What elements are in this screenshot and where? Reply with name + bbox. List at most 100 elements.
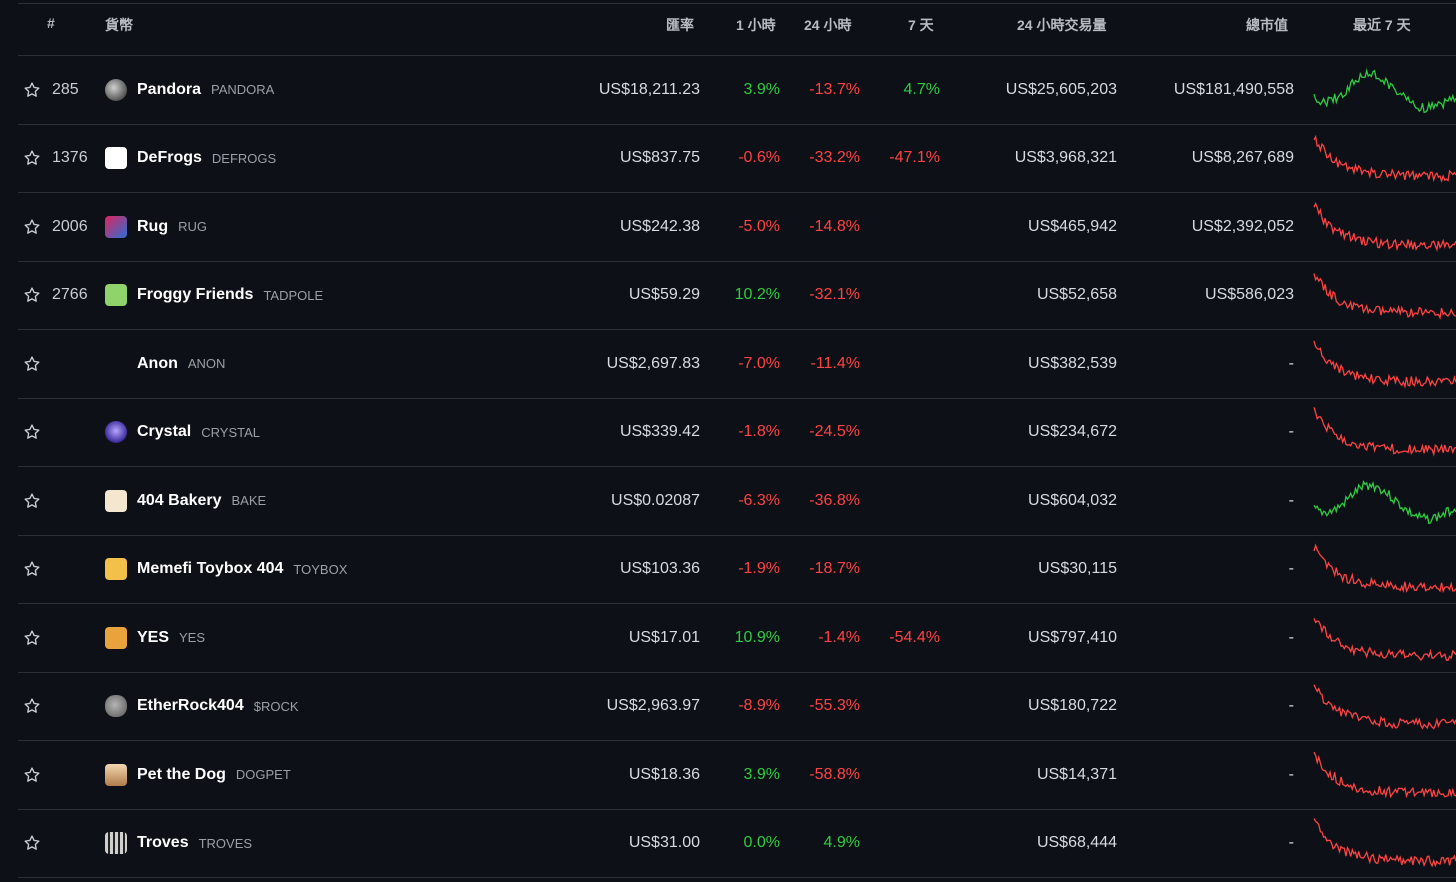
coin-name[interactable]: YES	[137, 628, 170, 646]
change-7d	[868, 536, 940, 604]
table-row[interactable]: Memefi Toybox 404 TOYBOX US$103.36 -1.9%…	[18, 536, 1456, 604]
coin-cell[interactable]: Rug RUG	[105, 193, 525, 261]
table-row[interactable]: Anon ANON US$2,697.83 -7.0% -11.4% US$38…	[18, 330, 1456, 399]
header-price[interactable]: 匯率	[666, 17, 694, 33]
coin-cell[interactable]: YES YES	[105, 604, 525, 672]
coin-name[interactable]: DeFrogs	[137, 149, 202, 167]
coin-table: # 貨幣 匯率 1 小時 24 小時 7 天 24 小時交易量 總市值 最近 7…	[18, 0, 1456, 878]
sparkline-chart	[1313, 617, 1456, 661]
coin-name[interactable]: Troves	[137, 834, 189, 852]
sparkline-chart	[1313, 273, 1456, 321]
table-row[interactable]: 285 Pandora PANDORA US$18,211.23 3.9% -1…	[18, 56, 1456, 125]
coin-symbol: TROVES	[198, 835, 253, 851]
change-24h: -14.8%	[809, 217, 860, 235]
sparkline-chart	[1313, 479, 1456, 524]
troves-logo-icon	[105, 832, 127, 855]
dog-logo-icon	[105, 763, 127, 786]
coin-cell[interactable]: Crystal CRYSTAL	[105, 399, 525, 467]
header-24h[interactable]: 24 小時	[804, 17, 852, 33]
coin-cell[interactable]: EtherRock404 $ROCK	[105, 673, 525, 741]
table-row[interactable]: 404 Bakery BAKE US$0.02087 -6.3% -36.8% …	[18, 467, 1456, 536]
table-row[interactable]: Pet the Dog DOGPET US$18.36 3.9% -58.8% …	[18, 741, 1456, 810]
coin-name[interactable]: Memefi Toybox 404	[137, 560, 284, 578]
coin-cell[interactable]: Anon ANON	[105, 330, 525, 398]
price: US$2,697.83	[606, 354, 700, 372]
price: US$59.29	[628, 286, 700, 304]
sparkline-7d	[1313, 741, 1456, 809]
favorite-star-icon[interactable]	[22, 193, 42, 261]
market-cap: US$181,490,558	[1173, 80, 1294, 98]
header-7d[interactable]: 7 天	[908, 17, 934, 33]
sparkline-chart	[1313, 201, 1456, 252]
coin-name[interactable]: Crystal	[137, 423, 192, 441]
favorite-star-icon[interactable]	[22, 399, 42, 467]
favorite-star-icon[interactable]	[22, 536, 42, 604]
header-coin[interactable]: 貨幣	[105, 17, 133, 33]
favorite-star-icon[interactable]	[22, 673, 42, 741]
change-1h: 10.2%	[734, 286, 780, 304]
change-24h: 4.9%	[823, 834, 860, 852]
rank: 2006	[52, 217, 88, 235]
sparkline-7d	[1313, 467, 1456, 535]
coin-name[interactable]: Anon	[137, 354, 178, 372]
favorite-star-icon[interactable]	[22, 330, 42, 398]
sparkline-chart	[1313, 684, 1456, 730]
volume-24h: US$180,722	[1028, 697, 1117, 715]
change-24h: -58.8%	[809, 765, 860, 783]
coin-name[interactable]: 404 Bakery	[137, 491, 222, 509]
favorite-star-icon[interactable]	[22, 810, 42, 878]
favorite-star-icon[interactable]	[22, 56, 42, 124]
coin-cell[interactable]: DeFrogs DEFROGS	[105, 125, 525, 193]
favorite-star-icon[interactable]	[22, 741, 42, 809]
coin-symbol: TADPOLE	[263, 287, 324, 303]
table-row[interactable]: Crystal CRYSTAL US$339.42 -1.8% -24.5% U…	[18, 399, 1456, 467]
market-cap: US$8,267,689	[1191, 149, 1294, 167]
market-cap: -	[1288, 491, 1294, 509]
coin-cell[interactable]: Pet the Dog DOGPET	[105, 741, 525, 809]
coin-cell[interactable]: Troves TROVES	[105, 810, 525, 878]
coin-name[interactable]: Froggy Friends	[137, 286, 254, 304]
sparkline-7d	[1313, 673, 1456, 741]
coin-cell[interactable]: Memefi Toybox 404 TOYBOX	[105, 536, 525, 604]
change-7d	[868, 262, 940, 330]
coin-cell[interactable]: Froggy Friends TADPOLE	[105, 262, 525, 330]
favorite-star-icon[interactable]	[22, 125, 42, 193]
coin-name[interactable]: EtherRock404	[137, 697, 244, 715]
rank	[52, 330, 102, 398]
favorite-star-icon[interactable]	[22, 604, 42, 672]
table-row[interactable]: 1376 DeFrogs DEFROGS US$837.75 -0.6% -33…	[18, 125, 1456, 193]
favorite-star-icon[interactable]	[22, 262, 42, 330]
rug-logo-icon	[105, 215, 127, 238]
header-mcap[interactable]: 總市值	[1246, 17, 1288, 33]
table-row[interactable]: YES YES US$17.01 10.9% -1.4% -54.4% US$7…	[18, 604, 1456, 673]
toybox-logo-icon	[105, 558, 127, 581]
price: US$837.75	[619, 149, 700, 167]
market-cap: -	[1288, 560, 1294, 578]
header-volume[interactable]: 24 小時交易量	[1017, 17, 1107, 33]
change-24h: -18.7%	[809, 560, 860, 578]
header-rank[interactable]: #	[47, 15, 55, 31]
favorite-star-icon[interactable]	[22, 467, 42, 535]
coin-name[interactable]: Pet the Dog	[137, 765, 226, 783]
market-cap: -	[1288, 354, 1294, 372]
market-cap: US$2,392,052	[1191, 217, 1294, 235]
change-7d	[868, 673, 940, 741]
header-1h[interactable]: 1 小時	[736, 17, 776, 33]
rank: 285	[52, 80, 79, 98]
change-7d	[868, 810, 940, 878]
change-1h: -1.9%	[738, 560, 780, 578]
coin-symbol: DEFROGS	[211, 150, 277, 166]
table-row[interactable]: Troves TROVES US$31.00 0.0% 4.9% US$68,4…	[18, 810, 1456, 878]
pandora-logo-icon	[105, 78, 127, 101]
sparkline-chart	[1313, 818, 1456, 868]
market-cap: -	[1288, 765, 1294, 783]
table-row[interactable]: 2006 Rug RUG US$242.38 -5.0% -14.8% US$4…	[18, 193, 1456, 262]
price: US$17.01	[628, 628, 700, 646]
coin-cell[interactable]: 404 Bakery BAKE	[105, 467, 525, 535]
table-row[interactable]: 2766 Froggy Friends TADPOLE US$59.29 10.…	[18, 262, 1456, 330]
coin-name[interactable]: Rug	[137, 217, 169, 235]
table-row[interactable]: EtherRock404 $ROCK US$2,963.97 -8.9% -55…	[18, 673, 1456, 741]
change-24h: -24.5%	[809, 423, 860, 441]
coin-cell[interactable]: Pandora PANDORA	[105, 56, 525, 124]
coin-name[interactable]: Pandora	[137, 80, 202, 98]
